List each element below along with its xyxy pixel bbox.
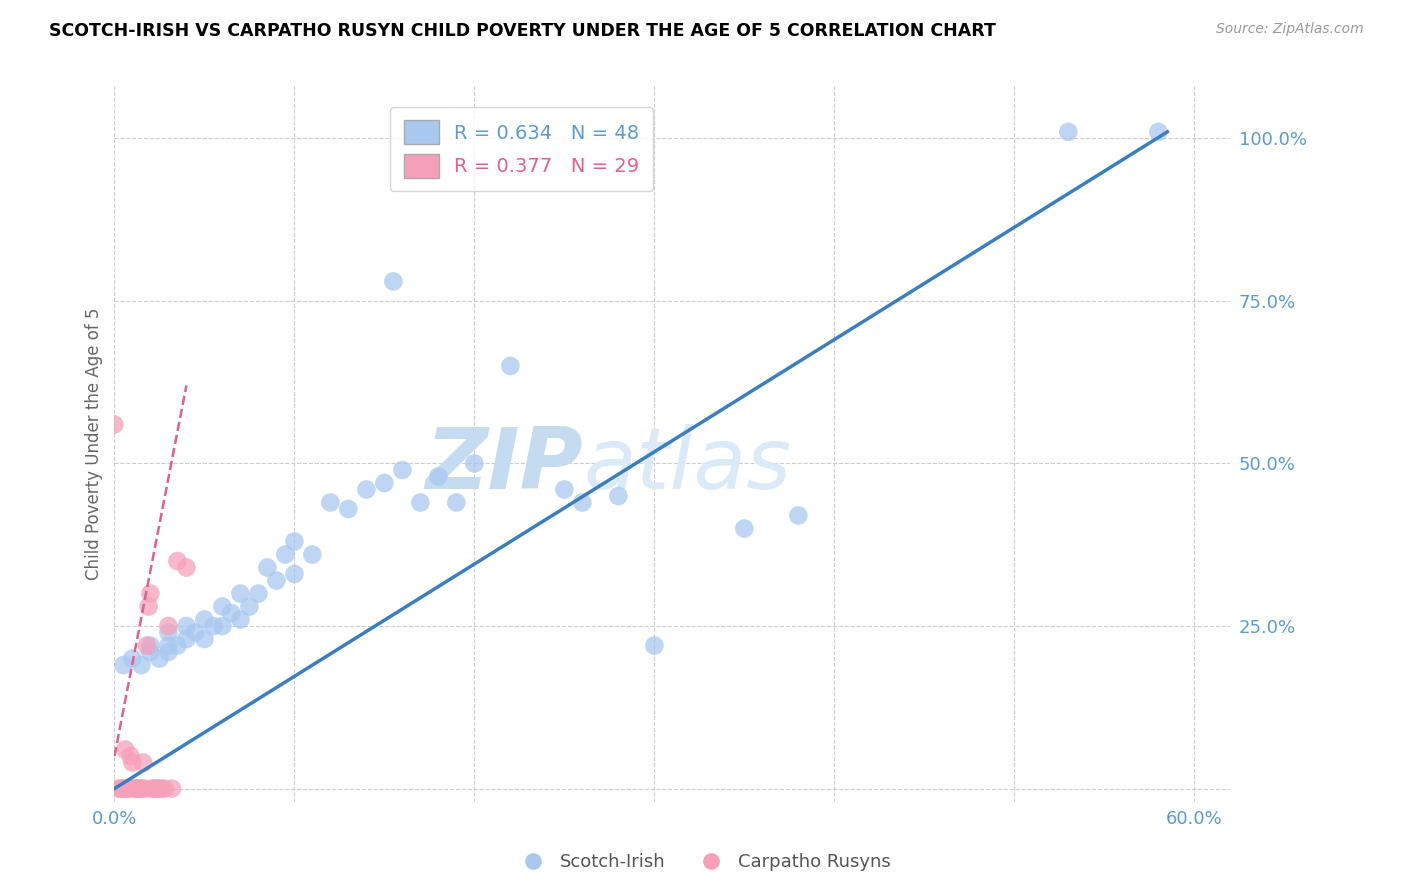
Point <box>131 658 153 673</box>
Text: Source: ZipAtlas.com: Source: ZipAtlas.com <box>1216 22 1364 37</box>
Point <box>103 417 125 432</box>
Point <box>148 651 170 665</box>
Point <box>110 781 132 796</box>
Point <box>274 548 297 562</box>
Point <box>301 548 323 562</box>
Point <box>427 469 450 483</box>
Point <box>153 781 176 796</box>
Point <box>238 599 260 614</box>
Point <box>146 781 169 796</box>
Point <box>391 463 413 477</box>
Point <box>247 586 270 600</box>
Text: ZIP: ZIP <box>426 424 583 507</box>
Point <box>176 632 198 646</box>
Point <box>139 645 162 659</box>
Point <box>356 483 378 497</box>
Point <box>733 522 755 536</box>
Point <box>373 475 395 490</box>
Point <box>499 359 522 373</box>
Point <box>157 625 180 640</box>
Point <box>160 781 183 796</box>
Point <box>1147 125 1170 139</box>
Point <box>139 586 162 600</box>
Point <box>229 586 252 600</box>
Point <box>176 619 198 633</box>
Point <box>283 567 305 582</box>
Point <box>229 613 252 627</box>
Point <box>143 781 166 796</box>
Point <box>157 645 180 659</box>
Point <box>283 534 305 549</box>
Point <box>446 495 468 509</box>
Point <box>139 639 162 653</box>
Point <box>553 483 575 497</box>
Point <box>607 489 630 503</box>
Point <box>114 742 136 756</box>
Point <box>193 613 215 627</box>
Point <box>112 658 135 673</box>
Point <box>211 619 233 633</box>
Point <box>382 275 405 289</box>
Point <box>131 781 153 796</box>
Point <box>409 495 432 509</box>
Point <box>166 639 188 653</box>
Point <box>256 560 278 574</box>
Point <box>176 560 198 574</box>
Point <box>221 606 243 620</box>
Point <box>184 625 207 640</box>
Point <box>148 781 170 796</box>
Point <box>112 781 135 796</box>
Point <box>787 508 810 523</box>
Point <box>120 749 142 764</box>
Point <box>319 495 342 509</box>
Point <box>125 781 148 796</box>
Text: SCOTCH-IRISH VS CARPATHO RUSYN CHILD POVERTY UNDER THE AGE OF 5 CORRELATION CHAR: SCOTCH-IRISH VS CARPATHO RUSYN CHILD POV… <box>49 22 995 40</box>
Point <box>132 756 155 770</box>
Point <box>193 632 215 646</box>
Point <box>107 781 129 796</box>
Point <box>266 574 288 588</box>
Point <box>127 781 149 796</box>
Point <box>138 599 160 614</box>
Point <box>1057 125 1080 139</box>
Point <box>115 781 138 796</box>
Point <box>211 599 233 614</box>
Point <box>202 619 225 633</box>
Point <box>122 781 145 796</box>
Point <box>166 554 188 568</box>
Point <box>337 502 360 516</box>
Legend: Scotch-Irish, Carpatho Rusyns: Scotch-Irish, Carpatho Rusyns <box>508 847 898 879</box>
Point <box>121 756 143 770</box>
Point <box>134 781 156 796</box>
Point <box>157 639 180 653</box>
Point <box>157 619 180 633</box>
Point <box>118 781 141 796</box>
Y-axis label: Child Poverty Under the Age of 5: Child Poverty Under the Age of 5 <box>86 308 103 580</box>
Point <box>150 781 173 796</box>
Point <box>121 651 143 665</box>
Point <box>141 781 163 796</box>
Point <box>128 781 150 796</box>
Point <box>643 639 665 653</box>
Point <box>571 495 593 509</box>
Legend: R = 0.634   N = 48, R = 0.377   N = 29: R = 0.634 N = 48, R = 0.377 N = 29 <box>391 107 654 191</box>
Point <box>463 457 485 471</box>
Point <box>135 639 157 653</box>
Text: atlas: atlas <box>583 424 792 507</box>
